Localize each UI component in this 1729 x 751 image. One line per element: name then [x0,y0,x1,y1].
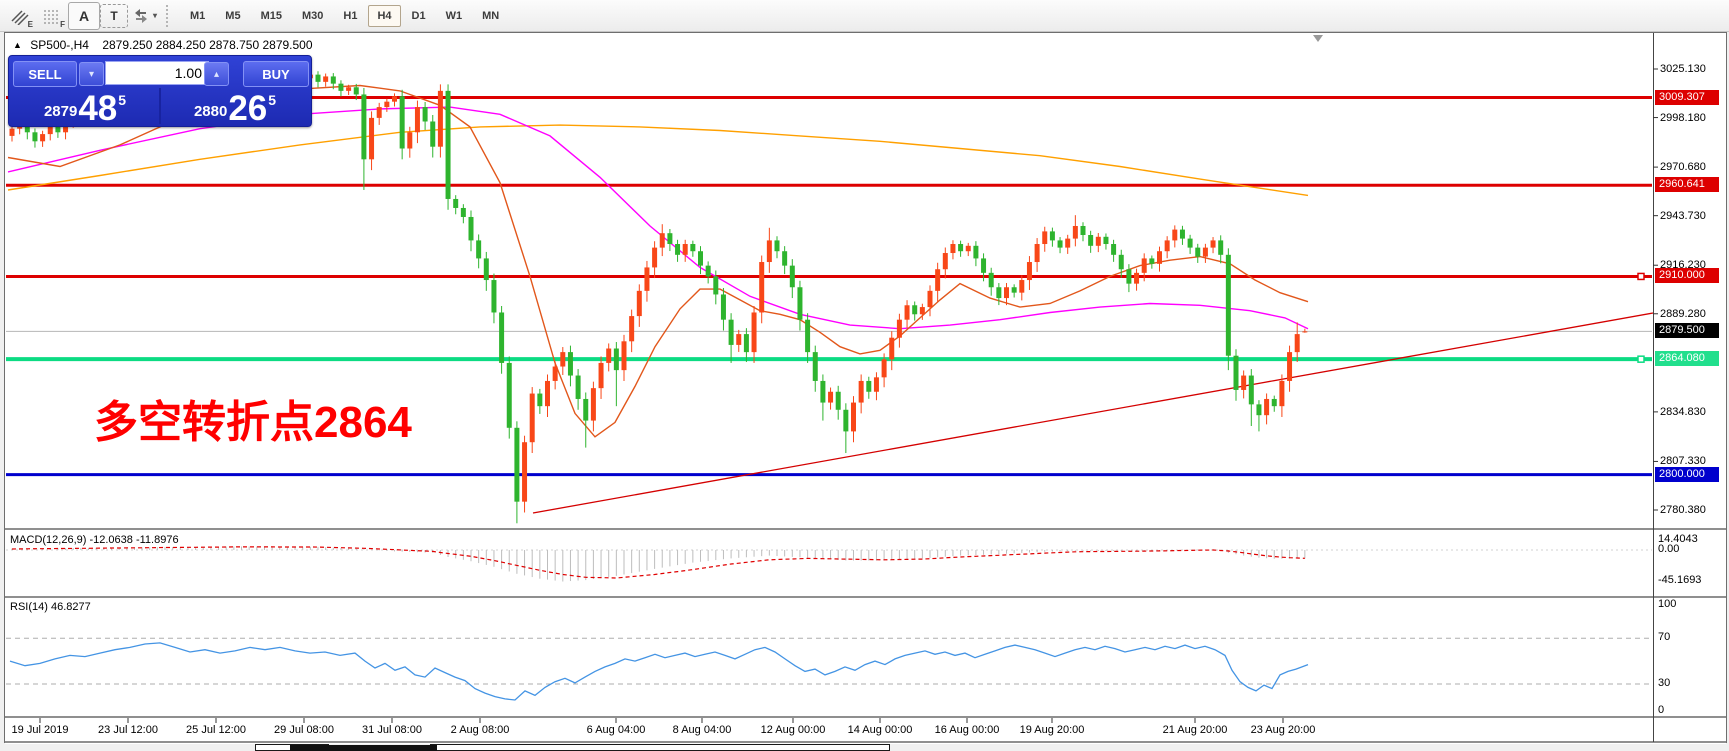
sell-price-sup: 5 [118,92,127,108]
timeframe-button-h1[interactable]: H1 [343,9,358,22]
timeframe-button-d1[interactable]: D1 [411,9,426,22]
buy-price-small: 2880 [193,103,228,120]
bottom-window-fragment [290,745,437,751]
price-axis-border [1653,33,1654,742]
timeframe-button-mn[interactable]: MN [482,9,500,22]
equidistant-channel-icon-sub: E [27,19,33,29]
rsi-panel-separator[interactable] [5,596,1726,599]
window-bottom-edge [5,741,1726,744]
timeframe-button-m15[interactable]: M15 [260,9,282,22]
buy-price-big: 26 [228,89,268,129]
timeframe-button-m30[interactable]: M30 [301,9,324,22]
fibonacci-tools-icon-sub: F [60,19,65,29]
timeframe-button-m5[interactable]: M5 [225,9,241,22]
one-click-collapse-icon[interactable]: ▲ [13,40,22,50]
chart-title: ▲ SP500-,H4 2879.250 2884.250 2878.750 2… [13,38,313,52]
text-label-icon[interactable]: A [68,1,100,30]
timeframe-button-h4[interactable]: H4 [368,4,401,27]
dropdown-caret-icon[interactable]: ▾ [152,11,157,20]
one-click-trade-panel: SELL ▾ ▴ BUY 2879 48 5 2880 26 5 [8,55,312,127]
sell-price-display[interactable]: 2879 48 5 [11,88,159,129]
equidistant-channel-icon[interactable]: E [4,2,36,30]
main-toolbar: E F A T ▾ M1 M5 M15 M30 H1 H4 D1 W1 MN [0,0,1729,32]
buy-button[interactable]: BUY [243,61,309,87]
time-axis-separator [5,716,1726,719]
rsi-indicator-label: RSI(14) 46.8277 [10,601,91,613]
sell-price-small: 2879 [43,103,78,120]
text-box-icon[interactable]: T [100,3,128,28]
chart-symbol-label: SP500-,H4 [30,38,89,52]
macd-indicator-label: MACD(12,26,9) -12.0638 -11.8976 [10,534,179,546]
chart-ohlc-values: 2879.250 2884.250 2878.750 2879.500 [102,38,313,52]
arrow-tools-icon[interactable]: ▾ [128,2,160,30]
bottom-window-fragment [430,744,890,751]
sell-button[interactable]: SELL [13,61,77,87]
volume-increase-button[interactable]: ▴ [204,62,229,86]
sell-price-big: 48 [78,89,118,129]
buy-price-sup: 5 [268,92,277,108]
trader-annotation-text: 多空转折点2864 [94,398,412,447]
timeframe-button-w1[interactable]: W1 [445,9,463,22]
volume-input[interactable] [105,61,209,85]
fibonacci-tools-icon[interactable]: F [36,2,68,30]
volume-decrease-button[interactable]: ▾ [79,62,104,86]
timeframe-button-m1[interactable]: M1 [190,9,206,22]
toolbar-separator [166,4,172,27]
macd-panel-separator[interactable] [5,528,1726,531]
buy-price-display[interactable]: 2880 26 5 [161,88,309,129]
